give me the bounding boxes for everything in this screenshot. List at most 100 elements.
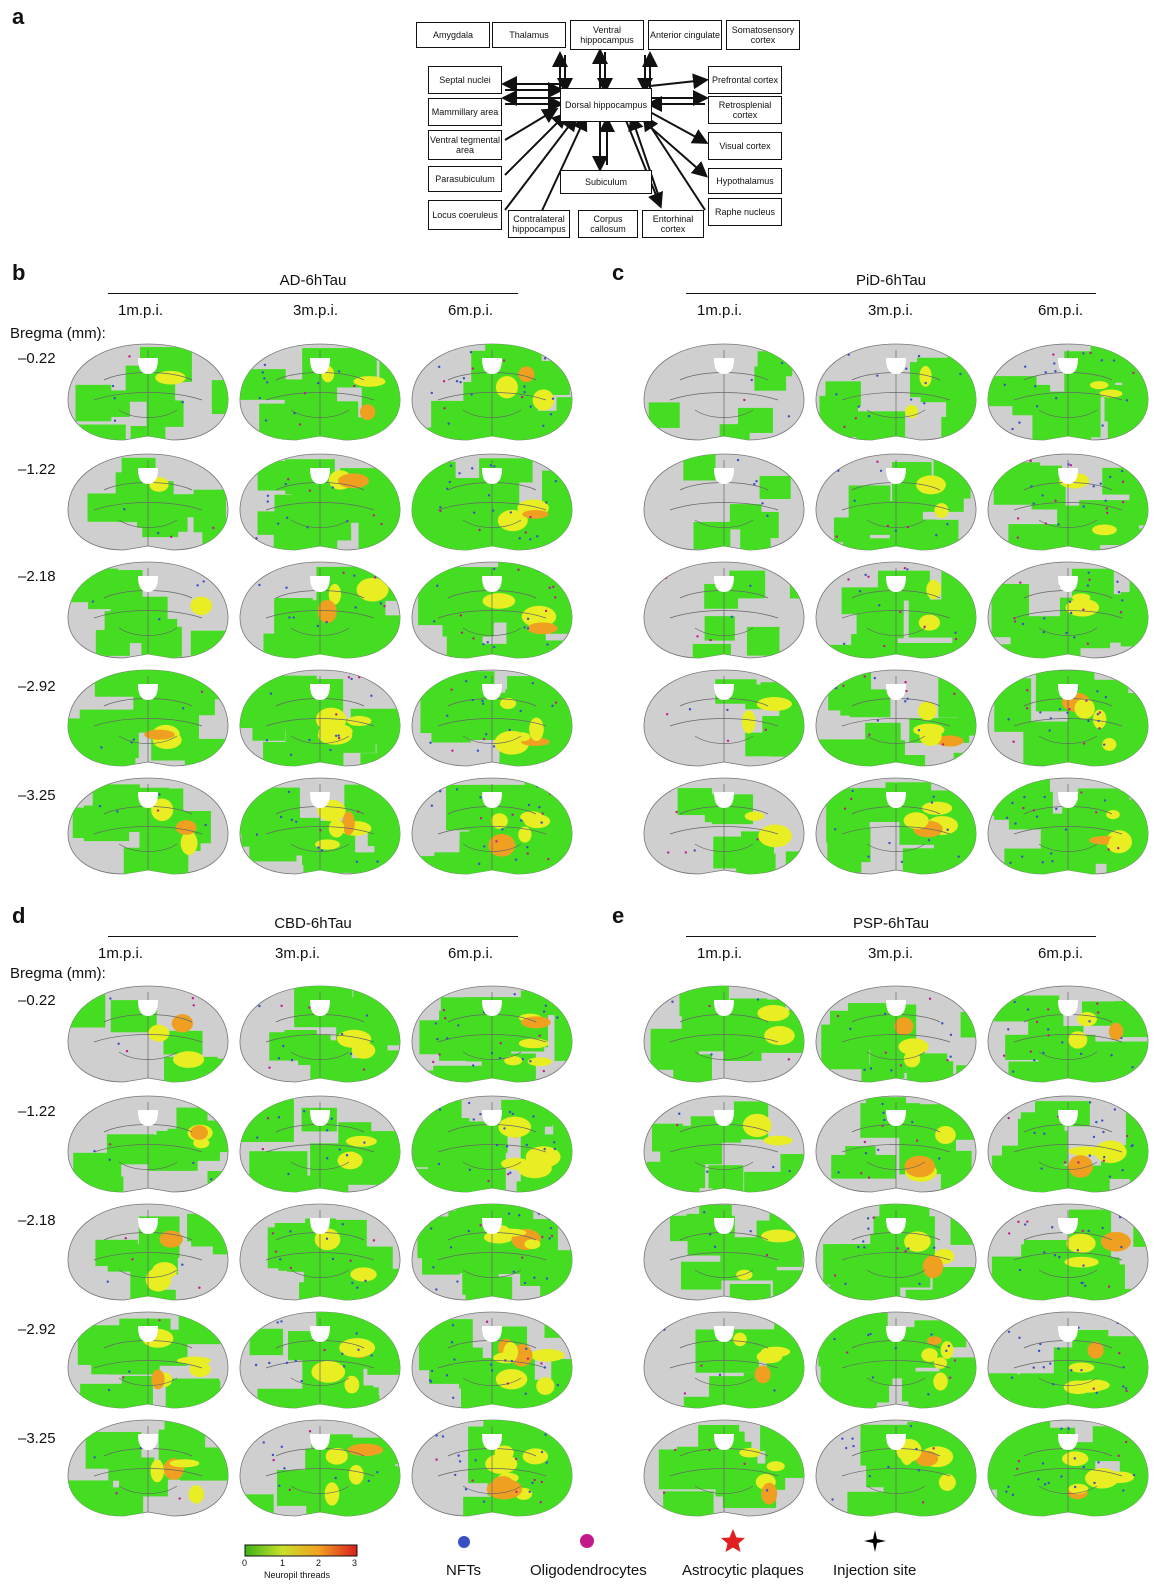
brain-section: [239, 453, 401, 551]
star-marker-icon: [721, 1529, 745, 1552]
tp-d-1: 1m.p.i.: [98, 945, 144, 962]
brain-section: [815, 1419, 977, 1517]
row-label-d5: –3.25: [18, 1430, 56, 1447]
brain-section: [411, 669, 573, 767]
tp-d-3: 6m.p.i.: [448, 945, 494, 962]
brain-section: [67, 669, 229, 767]
tp-e-1: 1m.p.i.: [697, 945, 743, 962]
node-amygdala: Amygdala: [416, 22, 490, 48]
brain-section: [643, 1311, 805, 1409]
brain-section: [67, 777, 229, 875]
brain-section: [987, 777, 1149, 875]
node-contralateral-hippocampus: Contralateral hippocampus: [508, 210, 570, 238]
brain-section: [239, 561, 401, 659]
brain-section: [67, 1095, 229, 1193]
row-label-d3: –2.18: [18, 1212, 56, 1229]
row-label-d2: –1.22: [18, 1103, 56, 1120]
colorbar-tick-2: 2: [316, 1558, 322, 1568]
legend-nfts: NFTs: [446, 1562, 481, 1579]
tp-e-2: 3m.p.i.: [868, 945, 914, 962]
brain-section: [239, 1419, 401, 1517]
injection-site-icon: [864, 1530, 886, 1552]
brain-section: [643, 1095, 805, 1193]
brain-section: [239, 1203, 401, 1301]
brain-section: [239, 1095, 401, 1193]
brain-section: [239, 669, 401, 767]
node-hypothalamus: Hypothalamus: [708, 168, 782, 194]
connectivity-arrows: [501, 48, 709, 216]
brain-section: [411, 1095, 573, 1193]
node-anterior-cingulate: Anterior cingulate: [648, 20, 722, 50]
brain-section: [643, 1419, 805, 1517]
brain-section: [643, 343, 805, 441]
panel-rule-d: [108, 936, 518, 937]
nft-marker-icon: [458, 1536, 470, 1548]
brain-section: [411, 985, 573, 1083]
node-mammillary-area: Mammillary area: [428, 98, 502, 126]
brain-section: [815, 669, 977, 767]
brain-section: [987, 453, 1149, 551]
brain-section: [815, 453, 977, 551]
brain-section: [987, 1419, 1149, 1517]
brain-section: [987, 1203, 1149, 1301]
tp-c-3: 6m.p.i.: [1038, 302, 1084, 319]
brain-section: [987, 561, 1149, 659]
bregma-label-bottom: Bregma (mm):: [10, 965, 106, 982]
node-prefrontal-cortex: Prefrontal cortex: [708, 66, 782, 94]
legend-oligodendrocytes: Oligodendrocytes: [530, 1562, 647, 1579]
row-label-b5: –3.25: [18, 787, 56, 804]
neuropil-colorbar: [244, 1544, 358, 1557]
brain-section: [815, 561, 977, 659]
brain-section: [987, 985, 1149, 1083]
brain-section: [239, 343, 401, 441]
colorbar-tick-3: 3: [352, 1558, 358, 1568]
brain-section: [239, 985, 401, 1083]
node-visual-cortex: Visual cortex: [708, 132, 782, 160]
node-parasubiculum: Parasubiculum: [428, 166, 502, 192]
brain-section: [643, 985, 805, 1083]
brain-section: [67, 1203, 229, 1301]
panel-label-b: b: [12, 260, 26, 285]
brain-section: [411, 777, 573, 875]
panel-label-d: d: [12, 903, 26, 928]
brain-section: [411, 343, 573, 441]
brain-section: [815, 985, 977, 1083]
brain-section: [67, 1419, 229, 1517]
brain-section: [411, 453, 573, 551]
bregma-label-top: Bregma (mm):: [10, 325, 106, 342]
brain-section: [987, 1095, 1149, 1193]
tp-c-2: 3m.p.i.: [868, 302, 914, 319]
brain-section: [987, 343, 1149, 441]
brain-section: [815, 343, 977, 441]
colorbar-tick-0: 0: [242, 1558, 248, 1568]
node-dorsal-hippocampus: Dorsal hippocampus: [560, 88, 652, 122]
brain-section: [643, 777, 805, 875]
tp-b-1: 1m.p.i.: [118, 302, 164, 319]
brain-section: [67, 1311, 229, 1409]
node-raphe-nucleus: Raphe nucleus: [708, 198, 782, 226]
legend-injection-site: Injection site: [833, 1562, 917, 1579]
brain-section: [67, 343, 229, 441]
tp-e-3: 6m.p.i.: [1038, 945, 1084, 962]
node-corpus-callosum: Corpus callosum: [578, 210, 638, 238]
brain-section: [67, 561, 229, 659]
brain-section: [643, 561, 805, 659]
row-label-b4: –2.92: [18, 678, 56, 695]
node-subiculum: Subiculum: [560, 170, 652, 194]
brain-section: [643, 669, 805, 767]
node-retrosplenial-cortex: Retrosplenial cortex: [708, 96, 782, 124]
brain-section: [815, 1203, 977, 1301]
brain-section: [411, 1419, 573, 1517]
row-label-d4: –2.92: [18, 1321, 56, 1338]
node-ventral-hippocampus: Ventral hippocampus: [570, 20, 644, 50]
brain-section: [239, 777, 401, 875]
tp-d-2: 3m.p.i.: [275, 945, 321, 962]
row-label-d1: –0.22: [18, 992, 56, 1009]
tp-b-3: 6m.p.i.: [448, 302, 494, 319]
panel-rule-b: [108, 293, 518, 294]
panel-title-c: PiD-6hTau: [855, 272, 927, 289]
panel-title-e: PSP-6hTau: [853, 915, 929, 932]
brain-section: [643, 1203, 805, 1301]
node-ventral-tegmental-area: Ventral tegmental area: [428, 130, 502, 160]
panel-rule-c: [686, 293, 1096, 294]
